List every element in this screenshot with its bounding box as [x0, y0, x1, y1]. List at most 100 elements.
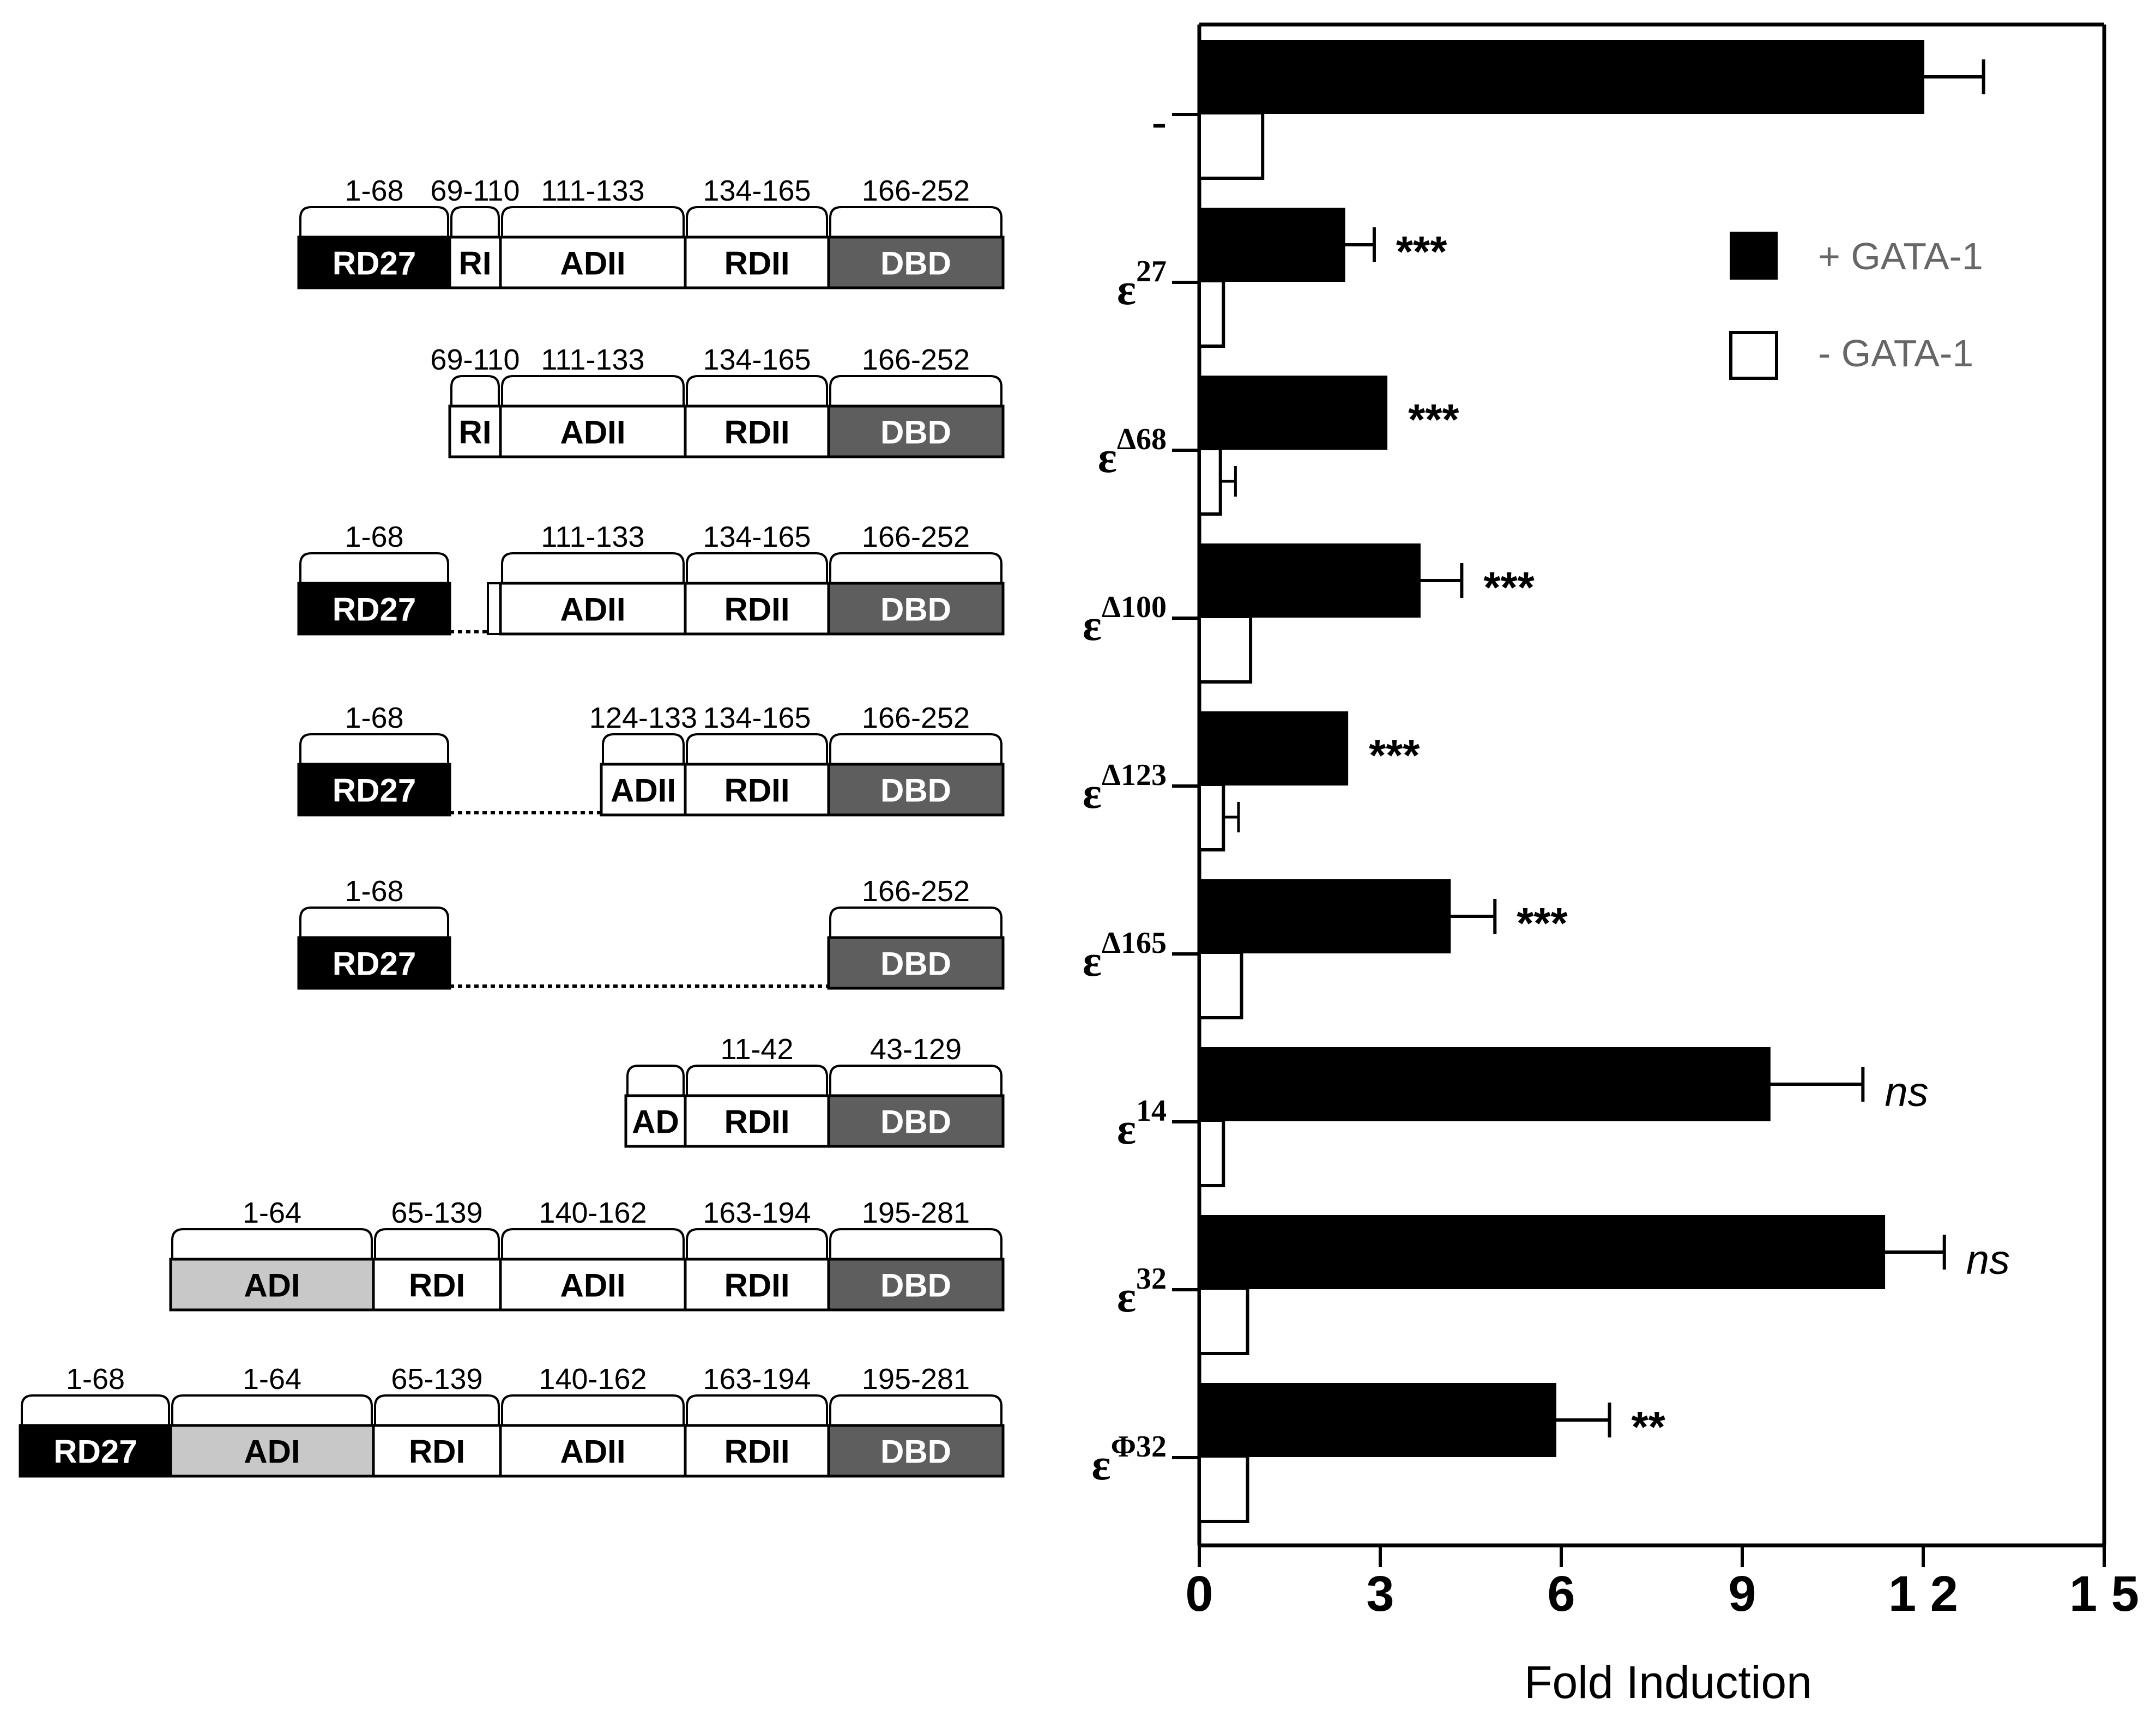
domain-box [827, 763, 1005, 817]
domain-box [827, 235, 1005, 289]
domain-box [499, 404, 687, 458]
range-label: 11-42 [720, 1033, 793, 1066]
domain-box [827, 936, 1005, 990]
category-base: ε [1083, 768, 1102, 818]
domain-segment: RDII 163-194 [684, 1363, 830, 1478]
category-base: ε [1117, 1272, 1136, 1321]
domain-label: DBD [880, 1434, 951, 1470]
category-base: ε [1117, 1104, 1136, 1153]
category-superscript: 14 [1136, 1094, 1167, 1128]
range-label: 111-133 [541, 521, 644, 553]
bar-minus-gata1 [1198, 951, 1243, 1019]
domain-segment: RDI 65-139 [372, 1197, 502, 1312]
range-label: 140-162 [539, 1197, 647, 1229]
range-label: 1-68 [345, 174, 403, 207]
range-bracket [626, 1065, 685, 1095]
category-base: - [1152, 96, 1167, 146]
category-superscript: 32 [1136, 1262, 1167, 1296]
domain-label: DBD [880, 946, 951, 982]
domain-box [372, 1258, 502, 1312]
range-label: 166-252 [862, 521, 970, 553]
domain-label: RDII [724, 245, 790, 282]
domain-box [448, 235, 502, 289]
range-label: 134-165 [703, 174, 811, 207]
range-label: 1-64 [243, 1363, 301, 1395]
x-tick-label: 6 [1547, 1566, 1575, 1622]
domain-segment: ADII 111-133 [499, 174, 687, 289]
range-bracket [686, 375, 828, 405]
range-bracket [171, 1394, 373, 1424]
range-bracket [374, 1394, 500, 1424]
domain-label: RD27 [333, 772, 416, 809]
domain-segment: DBD 166-252 [827, 521, 1005, 636]
domain-label: ADII [560, 1267, 626, 1304]
significance-annotation: *** [1369, 731, 1420, 780]
domain-segment: ADII 140-162 [499, 1363, 687, 1478]
range-bracket [501, 1394, 685, 1424]
category-label: εΔ165 [1083, 926, 1167, 986]
bar-plus-gata1 [1198, 711, 1349, 785]
category-superscript: Φ32 [1111, 1430, 1167, 1464]
domain-segment: RD27 1-68 [297, 521, 451, 636]
significance-annotation: ns [1966, 1237, 2010, 1283]
range-label: 43-129 [870, 1033, 962, 1066]
domain-box [600, 763, 687, 817]
range-label: 1-68 [345, 702, 403, 734]
domain-segment: DBD 166-252 [827, 875, 1005, 990]
domain-segment: RD27 1-68 [297, 174, 451, 289]
domain-box [684, 1258, 830, 1312]
range-bracket [374, 1228, 500, 1258]
domain-box [448, 404, 502, 458]
construct: RD27 1-68 ADII 111-133 RDII 134-165 DBD 166-252 [297, 521, 1005, 636]
domain-box [297, 763, 451, 817]
x-tick-label: 3 [1366, 1566, 1394, 1622]
domain-segment: RDII 134-165 [684, 702, 830, 817]
construct: RD27 1-68 RI 69-110 ADII 111-133 RDII 134-165 DB… [297, 174, 1005, 289]
construct: RI 69-110 ADII 111-133 RDII 134-165 DBD 166-252 [430, 343, 1005, 458]
domain-segment: AD [624, 1065, 687, 1148]
range-label: 195-281 [862, 1197, 970, 1229]
bar-minus-gata1 [1198, 279, 1225, 348]
legend-swatch-minus [1729, 331, 1778, 380]
domain-box [827, 1258, 1005, 1312]
significance-annotation: *** [1517, 899, 1568, 947]
range-bracket [501, 375, 685, 405]
significance-annotation: *** [1408, 395, 1459, 444]
domain-box [684, 404, 830, 458]
domain-box [499, 235, 687, 289]
bar-plus-gata1 [1198, 1215, 1886, 1289]
significance-annotation: ns [1885, 1069, 1928, 1115]
range-bracket [686, 1065, 828, 1095]
range-bracket [686, 552, 828, 582]
bar-plus-gata1 [1198, 1383, 1556, 1457]
domain-label: RDI [409, 1267, 465, 1304]
range-label: 166-252 [862, 875, 970, 908]
domain-label: DBD [880, 414, 951, 451]
domain-box [684, 1424, 830, 1478]
domain-segment: ADI 1-64 [169, 1197, 375, 1312]
category-label: - [1152, 96, 1167, 146]
range-label: 134-165 [703, 521, 811, 553]
domain-segment: RDII 11-42 [684, 1033, 830, 1148]
domain-label: RDII [724, 1434, 790, 1470]
bar-plus-gata1 [1198, 208, 1345, 282]
category-superscript: 27 [1136, 255, 1167, 288]
category-superscript: Δ165 [1102, 926, 1167, 960]
range-label: 166-252 [862, 702, 970, 734]
x-tick-label: 9 [1728, 1566, 1756, 1622]
domain-box [297, 582, 451, 636]
domain-label: RDII [724, 1267, 790, 1304]
range-label: 1-68 [345, 875, 403, 908]
bar-plus-gata1 [1198, 879, 1451, 953]
category-label: εΦ32 [1092, 1430, 1167, 1489]
range-label: 140-162 [539, 1363, 647, 1395]
domain-label: ADI [244, 1267, 300, 1304]
range-label: 195-281 [862, 1363, 970, 1395]
domain-label: DBD [880, 1104, 951, 1140]
domain-label: DBD [880, 1267, 951, 1304]
category-base: ε [1098, 432, 1117, 482]
range-label: 124-133 [589, 702, 697, 734]
range-label: 111-133 [541, 174, 644, 207]
domain-label: DBD [880, 772, 951, 809]
range-bracket [829, 733, 1002, 763]
